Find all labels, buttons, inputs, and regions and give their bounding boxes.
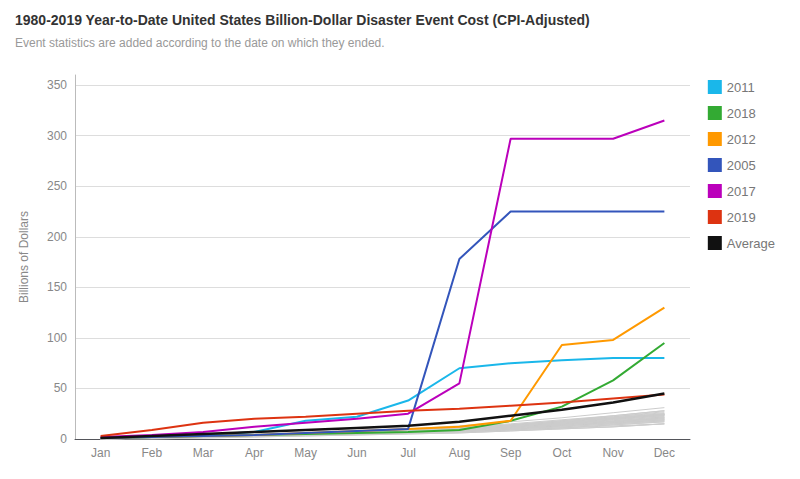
svg-text:2017: 2017: [727, 184, 756, 199]
svg-text:2019: 2019: [727, 210, 756, 225]
svg-text:Jun: Jun: [347, 446, 366, 460]
svg-text:150: 150: [47, 280, 67, 294]
svg-text:50: 50: [54, 381, 68, 395]
svg-text:100: 100: [47, 331, 67, 345]
svg-text:May: May: [294, 446, 317, 460]
svg-text:2012: 2012: [727, 132, 756, 147]
svg-text:Event statistics are added acc: Event statistics are added according to …: [15, 36, 385, 50]
svg-text:0: 0: [60, 432, 67, 446]
svg-text:Billions of Dollars: Billions of Dollars: [17, 211, 31, 303]
svg-text:Sep: Sep: [500, 446, 522, 460]
svg-text:1980-2019 Year-to-Date United: 1980-2019 Year-to-Date United States Bil…: [15, 12, 590, 28]
svg-text:250: 250: [47, 179, 67, 193]
svg-text:Jan: Jan: [91, 446, 110, 460]
svg-text:Aug: Aug: [449, 446, 470, 460]
svg-text:2011: 2011: [727, 80, 755, 95]
svg-text:Feb: Feb: [142, 446, 163, 460]
svg-text:Mar: Mar: [193, 446, 214, 460]
svg-text:Average: Average: [727, 236, 775, 251]
svg-text:Oct: Oct: [553, 446, 572, 460]
svg-text:300: 300: [47, 129, 67, 143]
svg-text:2018: 2018: [727, 106, 756, 121]
svg-text:Nov: Nov: [602, 446, 623, 460]
svg-text:Dec: Dec: [654, 446, 675, 460]
svg-text:350: 350: [47, 78, 67, 92]
svg-text:2005: 2005: [727, 158, 756, 173]
svg-text:Jul: Jul: [400, 446, 415, 460]
svg-text:Apr: Apr: [245, 446, 264, 460]
svg-text:200: 200: [47, 230, 67, 244]
